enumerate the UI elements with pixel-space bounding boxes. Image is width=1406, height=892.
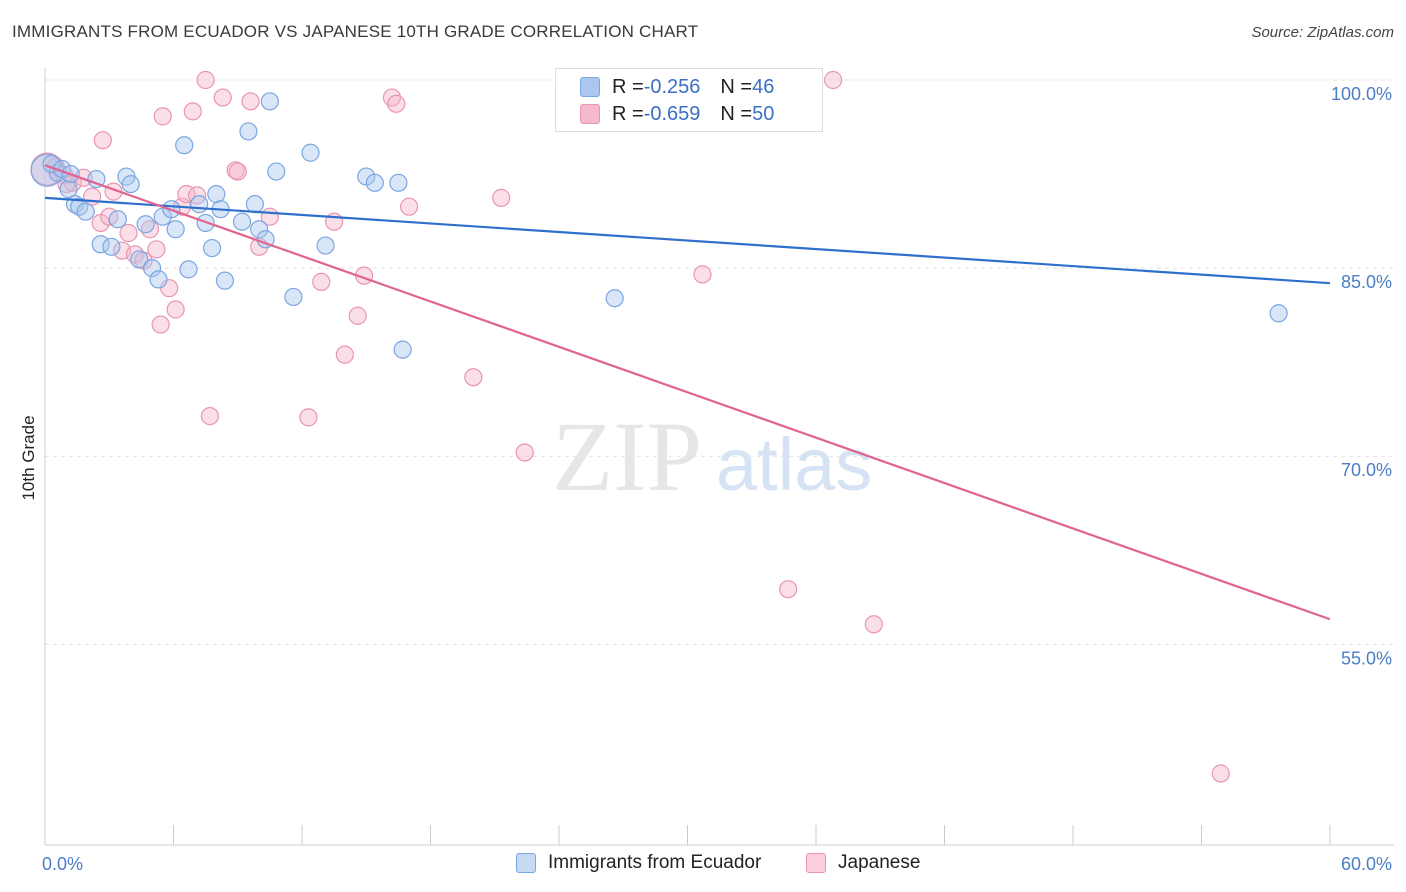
ecuador-point xyxy=(121,174,140,194)
japanese-point xyxy=(299,408,318,427)
legend-n-value: 46 xyxy=(752,75,775,98)
japanese-point xyxy=(399,197,419,216)
japanese-point xyxy=(213,88,232,107)
ecuador-point xyxy=(149,270,168,289)
japanese-point xyxy=(196,70,215,90)
ecuador-point xyxy=(389,173,408,192)
gridlines xyxy=(45,79,1394,645)
legend-item-japanese[interactable]: Japanese xyxy=(806,852,920,874)
japanese-point xyxy=(335,345,354,364)
japanese-point xyxy=(147,240,166,259)
japanese-point xyxy=(151,315,170,334)
japanese-point xyxy=(348,306,367,325)
ecuador-point xyxy=(245,195,264,214)
legend-r-value: -0.256 xyxy=(643,75,701,98)
ecuador-point xyxy=(76,202,95,221)
ecuador-point xyxy=(142,259,162,278)
y-tick-label: 55.0% xyxy=(1341,648,1392,668)
stats-legend: R = -0.256 N = 46 R = -0.659 N = 50 xyxy=(555,68,823,132)
japanese-point xyxy=(515,443,534,462)
ecuador-point xyxy=(260,92,279,111)
ecuador-legend-swatch xyxy=(516,853,536,873)
watermark-zip: ZIP xyxy=(552,401,702,512)
japanese-point xyxy=(93,131,112,150)
japanese-trend-line xyxy=(44,164,1331,621)
japanese-legend-swatch xyxy=(806,853,826,873)
ecuador-point xyxy=(1269,304,1288,323)
legend-r-label: R = xyxy=(612,102,644,125)
y-axis-label: 10th Grade xyxy=(19,415,38,500)
ecuador-point xyxy=(179,260,198,279)
japanese-point xyxy=(464,368,483,387)
ecuador-point xyxy=(202,238,222,258)
japanese-swatch xyxy=(580,104,600,124)
legend-n-value: 50 xyxy=(752,102,775,125)
ecuador-point xyxy=(91,235,110,254)
ecuador-point xyxy=(175,136,194,155)
legend-row-ecuador: R = -0.256 N = 46 xyxy=(580,74,774,100)
japanese-point xyxy=(166,300,185,319)
legend-r-value: -0.659 xyxy=(643,102,701,125)
ecuador-trend-line xyxy=(44,196,1331,285)
legend-r-label: R = xyxy=(612,75,644,98)
ecuador-point xyxy=(215,271,234,290)
japanese-point xyxy=(200,406,220,426)
ecuador-point xyxy=(136,215,155,234)
ecuador-point xyxy=(59,180,78,199)
japanese-point xyxy=(228,162,247,181)
ecuador-point xyxy=(87,169,106,189)
chart-title: IMMIGRANTS FROM ECUADOR VS JAPANESE 10TH… xyxy=(12,22,699,41)
source-label: Source: ZipAtlas.com xyxy=(1251,24,1394,41)
japanese-point xyxy=(864,615,883,634)
japanese-point xyxy=(387,94,406,113)
tick-labels: 55.0% 70.0% 85.0% 100.0% 0.0% 60.0% xyxy=(42,84,1392,874)
y-tick-label: 85.0% xyxy=(1341,272,1392,292)
ecuador-swatch xyxy=(580,77,600,97)
ecuador-point xyxy=(232,212,252,231)
ecuador-points xyxy=(30,92,1288,359)
ecuador-point xyxy=(166,220,185,239)
japanese-point xyxy=(492,188,511,207)
japanese-point xyxy=(312,272,331,292)
watermark-atlas: atlas xyxy=(716,423,872,506)
ecuador-point xyxy=(284,287,303,307)
japanese-point xyxy=(693,265,712,284)
x-tick-label: 60.0% xyxy=(1341,854,1392,874)
japanese-point xyxy=(183,102,202,121)
ecuador-point xyxy=(301,143,320,162)
ecuador-point xyxy=(605,289,624,308)
legend-label-japanese: Japanese xyxy=(838,852,921,873)
japanese-point xyxy=(241,92,260,111)
legend-item-ecuador[interactable]: Immigrants from Ecuador xyxy=(516,852,761,874)
y-tick-label: 100.0% xyxy=(1331,84,1392,104)
ecuador-point xyxy=(207,185,226,204)
y-tick-label: 70.0% xyxy=(1341,460,1392,480)
ecuador-point xyxy=(239,122,258,141)
ecuador-point xyxy=(365,173,384,192)
ecuador-point xyxy=(393,340,412,359)
watermark: ZIP atlas xyxy=(552,401,872,512)
ecuador-point xyxy=(267,162,286,181)
series-legend: Immigrants from Ecuador Japanese xyxy=(0,852,1406,878)
ecuador-point xyxy=(130,250,149,269)
x-tick-label: 0.0% xyxy=(42,854,83,874)
trend-lines xyxy=(44,164,1331,621)
japanese-point xyxy=(824,70,843,90)
legend-label-ecuador: Immigrants from Ecuador xyxy=(548,852,762,873)
ecuador-point xyxy=(108,210,127,229)
legend-n-label: N = xyxy=(720,75,753,98)
ecuador-point xyxy=(316,236,335,255)
ecuador-point xyxy=(102,237,121,256)
axes xyxy=(44,68,1394,846)
legend-n-label: N = xyxy=(720,102,753,125)
ecuador-point xyxy=(190,195,209,214)
japanese-point xyxy=(153,107,172,126)
japanese-point xyxy=(1211,764,1230,783)
ecuador-point xyxy=(250,220,269,239)
legend-row-japanese: R = -0.659 N = 50 xyxy=(580,101,774,127)
japanese-point xyxy=(779,580,798,599)
japanese-point xyxy=(119,223,138,243)
